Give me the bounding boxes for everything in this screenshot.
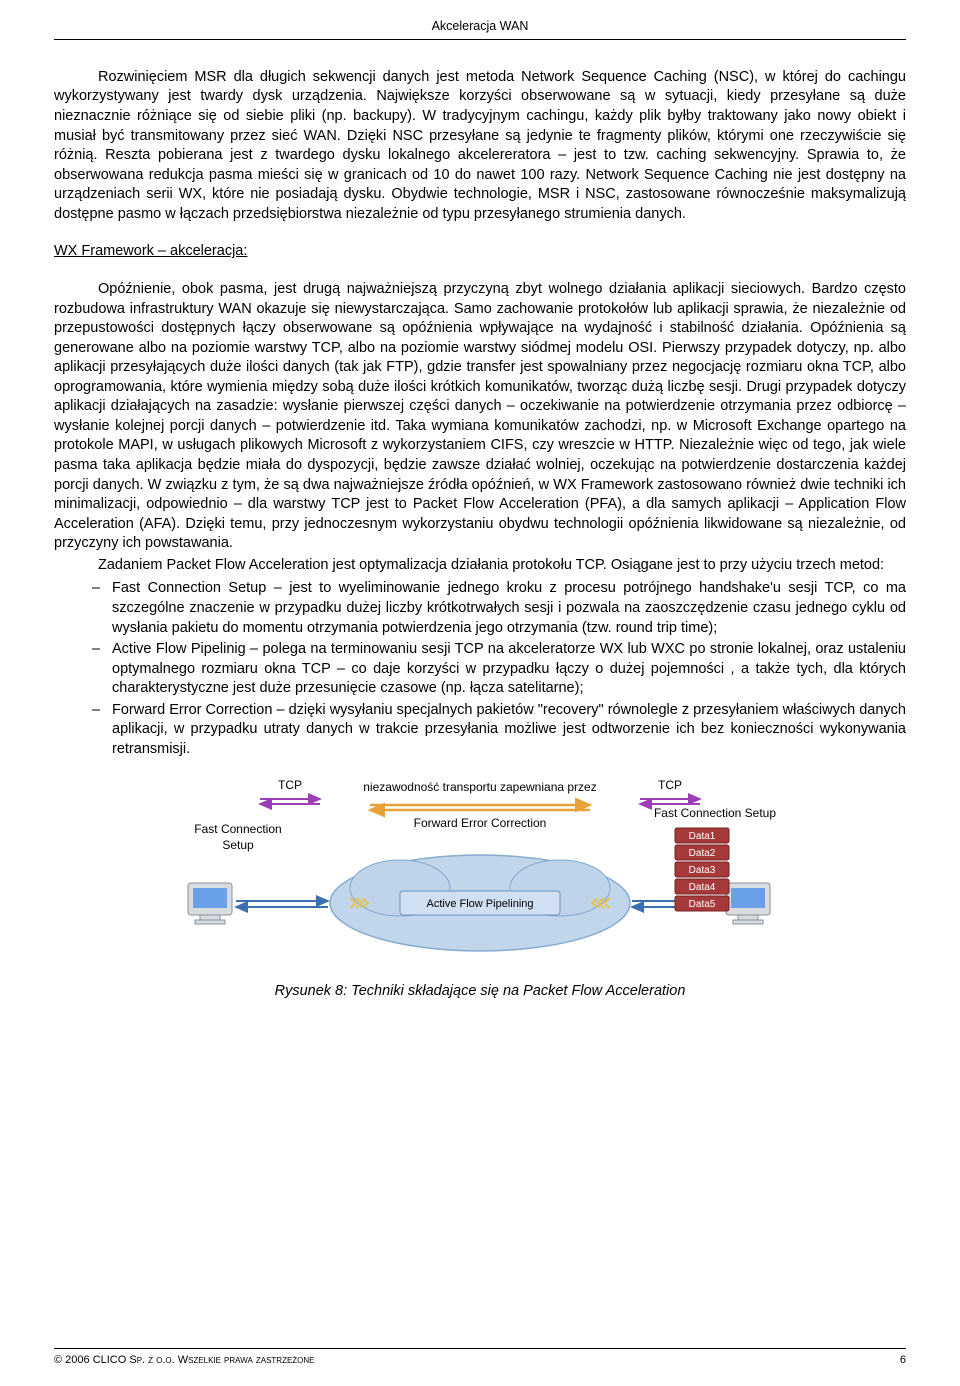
svg-text:Data1: Data1 bbox=[689, 831, 716, 842]
header-title: Akceleracja WAN bbox=[432, 19, 529, 33]
pfa-diagram: Active Flow Pipelining TCP TCP niezawodność… bbox=[170, 773, 790, 970]
svg-text:Fast Connection Setup: Fast Connection Setup bbox=[654, 806, 776, 820]
svg-text:Data3: Data3 bbox=[689, 865, 716, 876]
page-footer: © 2006 CLICO Sp. z o.o. Wszelkie prawa z… bbox=[54, 1348, 906, 1368]
svg-text:Active Flow Pipelining: Active Flow Pipelining bbox=[427, 898, 534, 910]
list-item: Forward Error Correction – dzięki wysyła… bbox=[92, 701, 906, 760]
section-title: WX Framework – akceleracja: bbox=[54, 242, 906, 262]
paragraph-1: Rozwinięciem MSR dla długich sekwencji d… bbox=[54, 68, 906, 225]
methods-list: Fast Connection Setup – jest to wyelimin… bbox=[54, 579, 906, 759]
svg-text:Data5: Data5 bbox=[689, 899, 716, 910]
paragraph-3: Zadaniem Packet Flow Acceleration jest o… bbox=[54, 556, 906, 576]
list-item: Fast Connection Setup – jest to wyelimin… bbox=[92, 579, 906, 638]
svg-text:Data2: Data2 bbox=[689, 848, 716, 859]
list-item: Active Flow Pipelinig – polega na termin… bbox=[92, 640, 906, 699]
footer-page-number: 6 bbox=[900, 1353, 906, 1368]
figure-caption: Rysunek 8: Techniki składające się na Pa… bbox=[54, 982, 906, 1002]
svg-text:niezawodność transportu zapewn: niezawodność transportu zapewniana przez bbox=[363, 780, 596, 794]
svg-text:TCP: TCP bbox=[278, 778, 302, 792]
svg-text:Data4: Data4 bbox=[689, 882, 716, 893]
svg-text:Forward Error Correction: Forward Error Correction bbox=[414, 816, 547, 830]
svg-text:TCP: TCP bbox=[658, 778, 682, 792]
page-header: Akceleracja WAN bbox=[54, 18, 906, 40]
svg-text:Fast Connection: Fast Connection bbox=[194, 822, 281, 836]
svg-text:Setup: Setup bbox=[222, 838, 254, 852]
paragraph-2: Opóźnienie, obok pasma, jest drugą najwa… bbox=[54, 280, 906, 554]
footer-left: © 2006 CLICO Sp. z o.o. Wszelkie prawa z… bbox=[54, 1353, 315, 1368]
